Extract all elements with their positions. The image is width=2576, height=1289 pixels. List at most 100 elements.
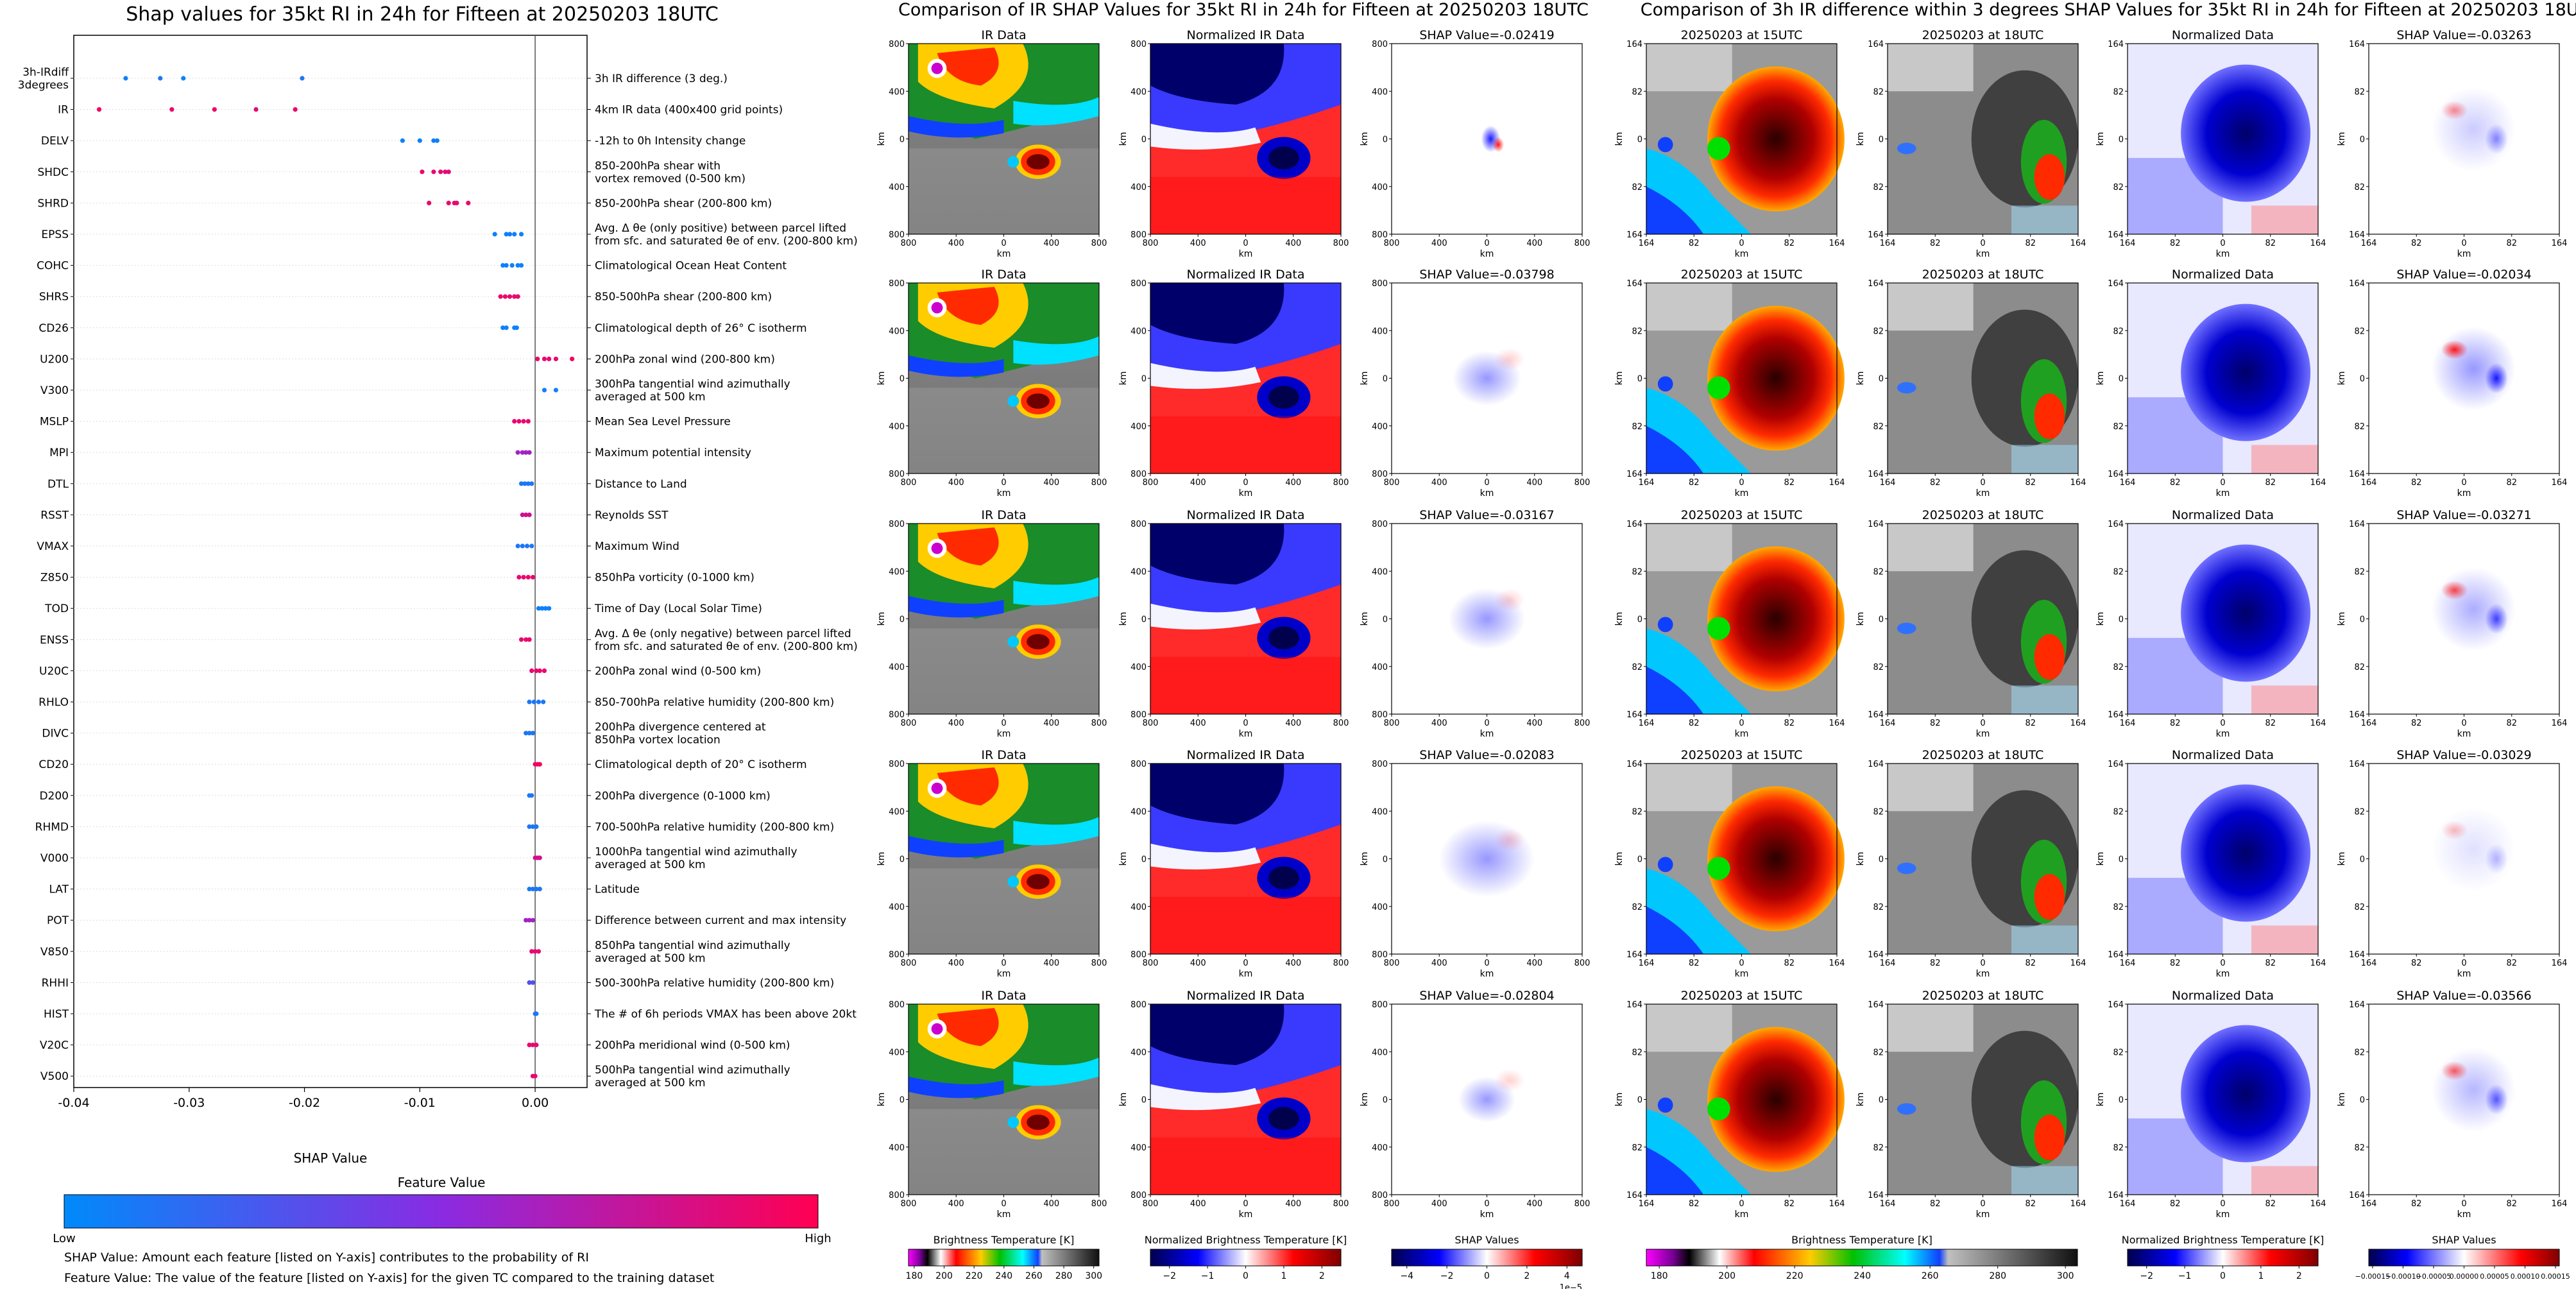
x-tick-label: 0 — [1243, 719, 1248, 728]
shap-point — [466, 200, 471, 205]
note-shap-value: SHAP Value: Amount each feature [listed … — [64, 1251, 589, 1265]
feature-description-label: The # of 6h periods VMAX has been above … — [594, 1008, 857, 1021]
x-tick-label: 0 — [1484, 959, 1489, 968]
y-tick-label: 400 — [889, 87, 905, 97]
y-tick-label: 82 — [1873, 663, 1884, 672]
x-axis-label: km — [997, 969, 1011, 979]
shap-point — [507, 232, 513, 237]
shap-point — [542, 356, 547, 362]
x-tick-label: 164 — [2070, 1199, 2086, 1209]
colorbar-tick-label: −0.00010 — [2385, 1272, 2421, 1281]
x-tick-label: 800 — [901, 478, 917, 488]
y-tick-label: 400 — [889, 327, 905, 336]
x-tick-label: -0.04 — [58, 1096, 89, 1110]
shap-point — [521, 419, 526, 424]
x-tick-label: 800 — [1091, 1199, 1107, 1209]
ir-row: IR Data80080040040000400400800800kmkmNor… — [876, 748, 1590, 979]
x-tick-label: 82 — [2265, 239, 2276, 248]
x-tick-label: 164 — [2552, 1199, 2568, 1209]
y-tick-label: 82 — [1873, 183, 1884, 192]
y-axis-label: km — [2095, 612, 2106, 626]
y-tick-label: 0 — [2360, 375, 2365, 384]
shap-point — [443, 169, 448, 175]
shap-point — [300, 76, 305, 81]
y-tick-label: 0 — [1141, 855, 1147, 865]
colorbar-label: Normalized Brightness Temperature [K] — [2122, 1234, 2324, 1246]
x-tick-label: 164 — [2310, 239, 2326, 248]
normalized-ir-image — [1150, 524, 1341, 714]
y-tick-label: 400 — [1372, 1143, 1388, 1153]
y-tick-label: 800 — [889, 470, 905, 479]
x-tick-label: 400 — [1431, 1199, 1447, 1209]
y-tick-label: 164 — [1626, 1191, 1642, 1200]
panel-title: 20250203 at 18UTC — [1922, 508, 2044, 522]
y-tick-label: 82 — [2113, 807, 2124, 817]
ir-18utc-image — [1888, 524, 2079, 714]
shap-point — [542, 388, 547, 393]
x-tick-label: 0 — [2220, 1199, 2225, 1209]
colorbar-tick-label: 240 — [1854, 1271, 1871, 1281]
x-tick-label: 400 — [1526, 719, 1542, 728]
y-axis-label: km — [1855, 371, 1866, 386]
y-tick-label: 82 — [2354, 422, 2365, 432]
x-tick-label: 0 — [2220, 719, 2225, 728]
y-tick-label: 400 — [1130, 422, 1147, 432]
shap-point — [525, 575, 531, 580]
summary-points — [96, 76, 575, 1079]
shap-point — [529, 481, 534, 486]
x-tick-label: 0 — [1739, 239, 1744, 248]
x-tick-label: 82 — [1784, 239, 1795, 248]
x-tick-label: 82 — [2170, 239, 2181, 248]
panel-title: SHAP Value=-0.03798 — [1419, 268, 1554, 282]
shap-map-image — [1392, 524, 1582, 714]
x-axis-label: km — [1480, 488, 1494, 499]
x-tick-label: 164 — [2310, 959, 2326, 968]
panel-title: 20250203 at 15UTC — [1681, 268, 1803, 282]
feature-description-label: 500-300hPa relative humidity (200-800 km… — [595, 977, 834, 989]
x-tick-label: 800 — [1143, 959, 1159, 968]
colorbar-tick-label: −4 — [1400, 1271, 1413, 1281]
y-tick-label: 82 — [2113, 1143, 2124, 1153]
y-tick-label: 164 — [1868, 470, 1884, 479]
x-axis-label: km — [1239, 488, 1253, 499]
feature-colorbar — [64, 1194, 819, 1229]
y-tick-label: 800 — [1372, 230, 1388, 240]
shap-point — [530, 1043, 536, 1048]
x-tick-label: 82 — [2411, 478, 2422, 488]
x-tick-label: 82 — [1930, 959, 1941, 968]
y-tick-label: 0 — [1141, 615, 1147, 625]
y-tick-label: 800 — [1372, 279, 1388, 289]
x-tick-label: 0 — [1001, 719, 1006, 728]
colorbar-tick-label: 0.00000 — [2450, 1272, 2479, 1281]
ir-image — [908, 524, 1099, 714]
colorbar-tick-label: 0.00005 — [2480, 1272, 2509, 1281]
feature-description-label: 300hPa tangential wind azimuthally averag… — [595, 378, 790, 404]
shap-point — [518, 263, 524, 268]
y-tick-label: 0 — [2360, 1096, 2365, 1105]
feature-code-label: HIST — [44, 1008, 69, 1021]
y-tick-label: 800 — [1130, 710, 1147, 720]
panel-title: IR Data — [981, 28, 1026, 42]
y-tick-label: 800 — [1372, 1191, 1388, 1200]
y-tick-label: 82 — [1873, 1048, 1884, 1057]
shap-point — [521, 575, 526, 580]
x-tick-label: 164 — [1639, 719, 1655, 728]
panel-title: SHAP Value=-0.03263 — [2396, 28, 2531, 42]
x-tick-label: 164 — [1880, 1199, 1896, 1209]
y-tick-label: 164 — [2349, 520, 2365, 529]
shap-point — [543, 606, 548, 611]
y-tick-label: 0 — [1637, 615, 1642, 625]
y-tick-label: 82 — [1632, 422, 1642, 432]
y-tick-label: 0 — [2360, 855, 2365, 865]
y-tick-label: 164 — [1868, 950, 1884, 960]
y-tick-label: 82 — [1632, 567, 1642, 577]
y-tick-label: 0 — [1879, 375, 1884, 384]
y-tick-label: 0 — [2119, 615, 2124, 625]
ir-18utc-image — [1888, 283, 2079, 474]
shap-point — [500, 263, 506, 268]
x-axis-label: km — [1239, 249, 1253, 259]
feature-description-label: 1000hPa tangential wind azimuthally avera… — [595, 846, 798, 871]
y-tick-label: 400 — [1372, 422, 1388, 432]
feature-description-label: Maximum Wind — [595, 540, 679, 553]
y-axis-label: km — [1614, 371, 1625, 386]
